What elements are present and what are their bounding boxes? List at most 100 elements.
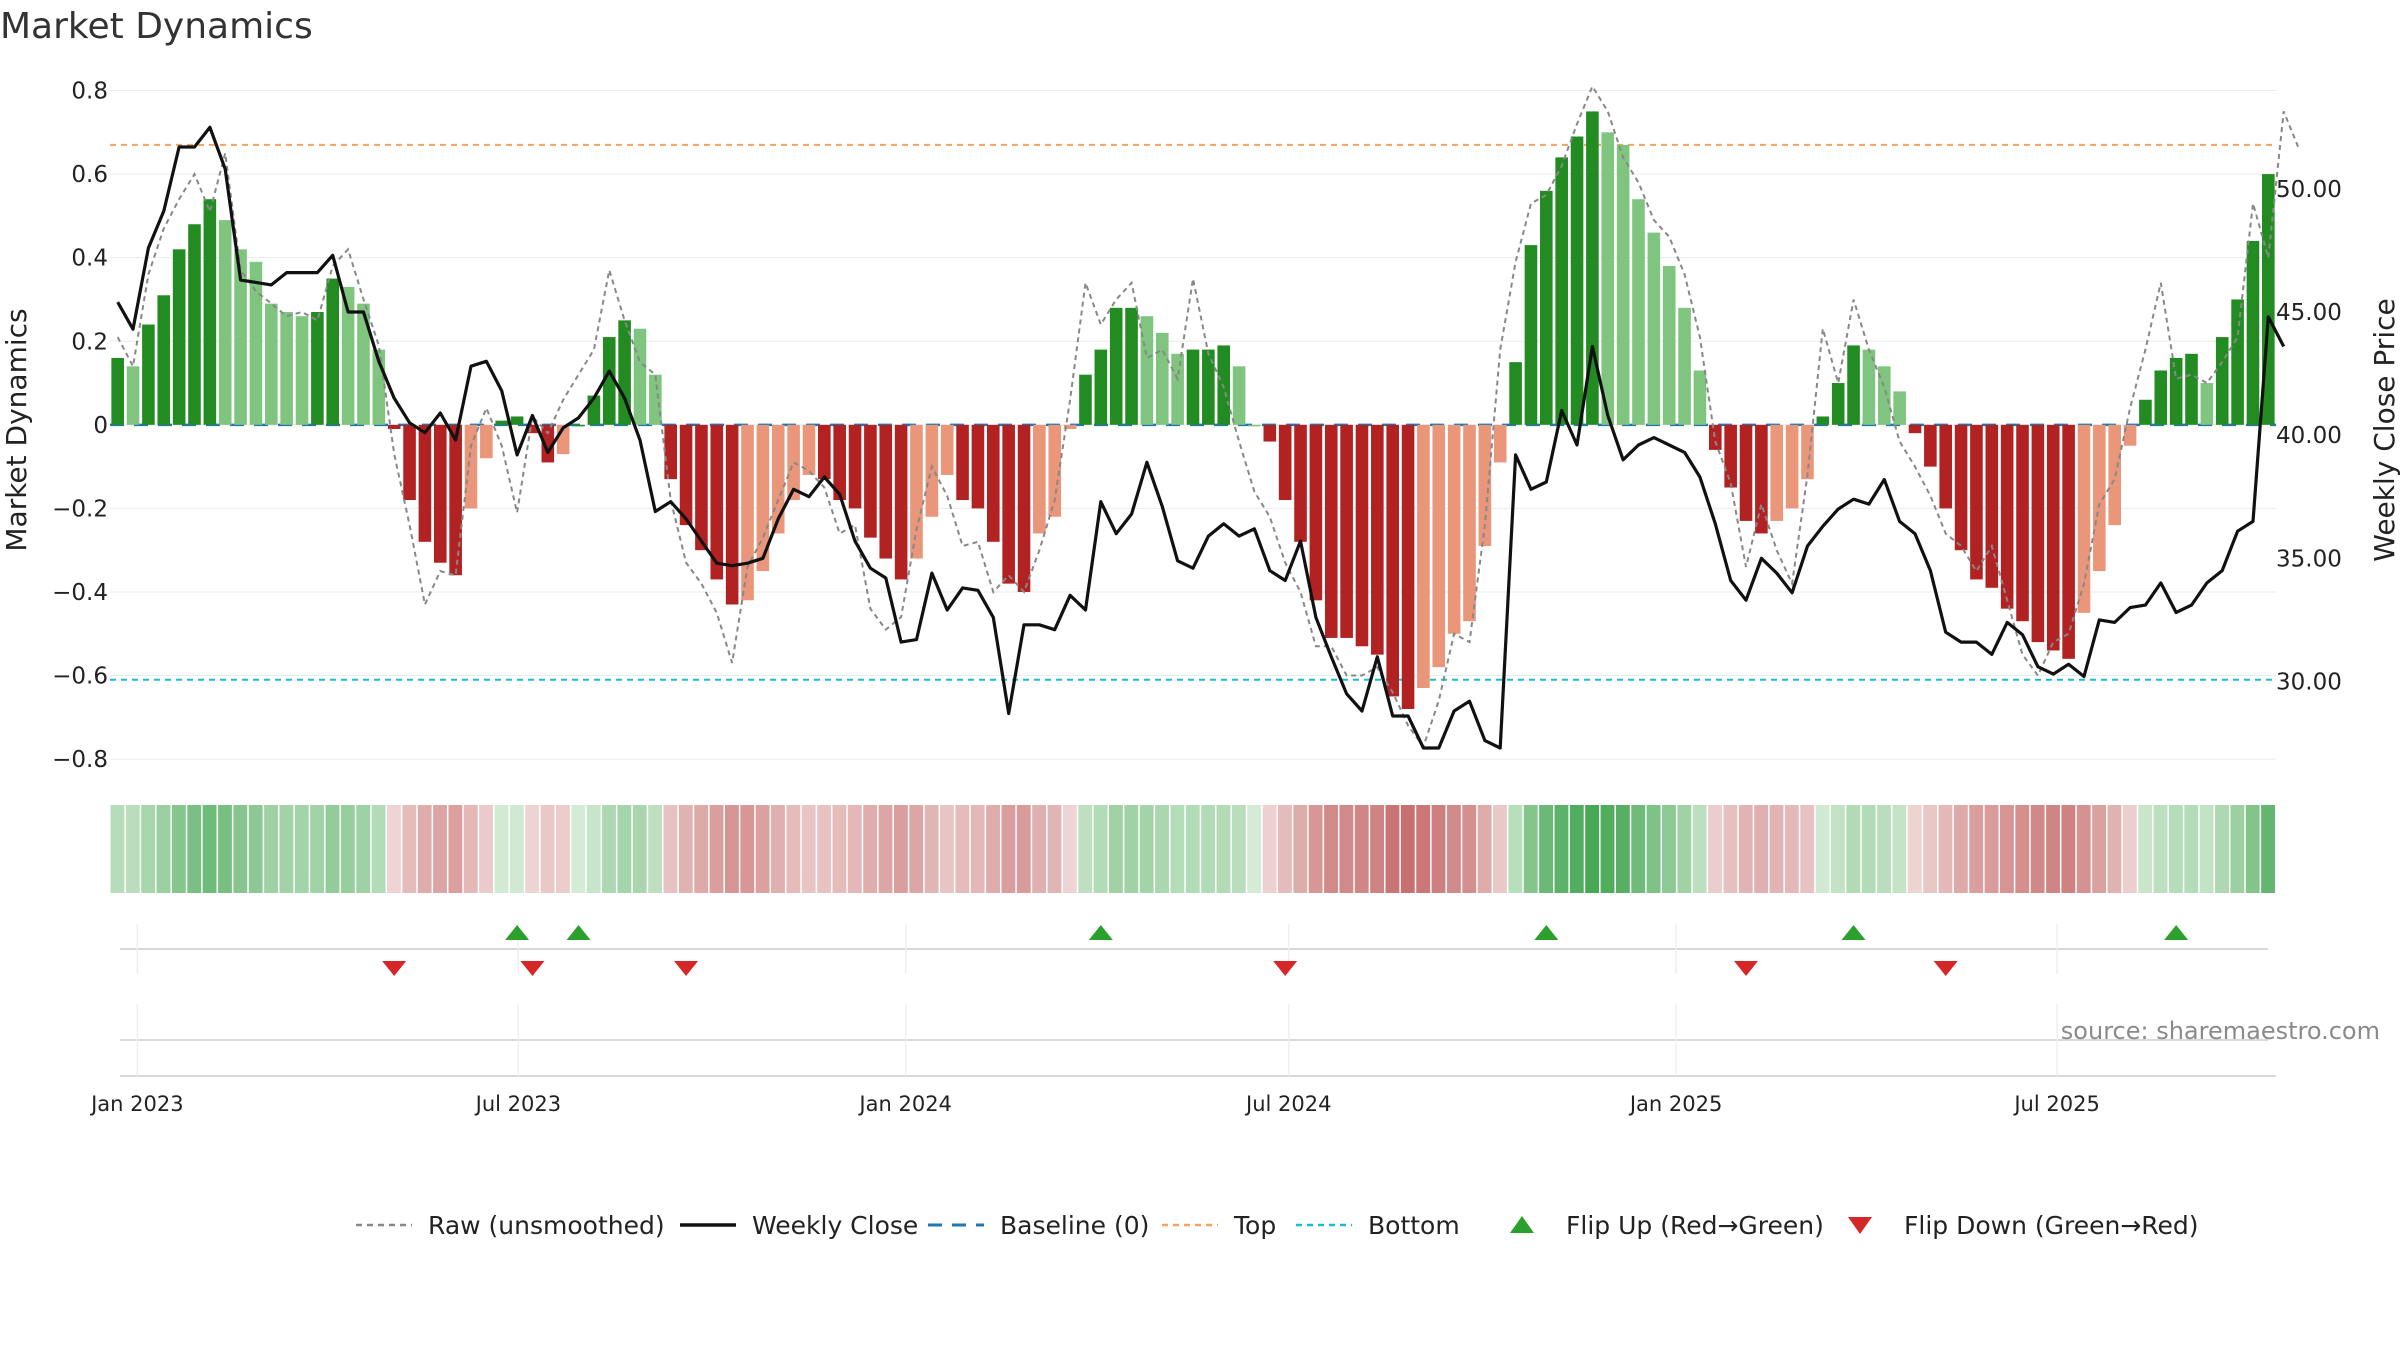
dynamics-bars (111, 111, 2275, 709)
strip-cell (2153, 805, 2168, 893)
dynamics-bar (1171, 353, 1184, 425)
strip-cell (924, 805, 939, 893)
dynamics-bar (1970, 424, 1983, 580)
dynamics-bar (1678, 307, 1691, 425)
y-tick-label: −0.4 (52, 580, 108, 606)
legend-label: Top (1233, 1211, 1276, 1240)
strip-cell (279, 805, 294, 893)
dynamics-bar (142, 324, 155, 425)
x-tick-label: Jan 2023 (89, 1092, 184, 1116)
dynamics-bar (326, 278, 340, 425)
y2-tick-label: 45.00 (2276, 300, 2342, 326)
dynamics-bar (2169, 357, 2183, 425)
strip-cell (141, 805, 156, 893)
y-tick-label: −0.2 (52, 496, 108, 522)
strip-cell (125, 805, 140, 893)
strip-cell (1109, 805, 1123, 893)
dynamics-bar (1616, 144, 1630, 425)
dynamics-bar (1478, 424, 1492, 546)
dynamics-bar (1755, 424, 1768, 534)
dynamics-bar (910, 424, 923, 559)
y2-tick-label: 40.00 (2276, 423, 2342, 449)
legend: Raw (unsmoothed) Weekly Close Baseline (0)… (356, 1211, 2199, 1240)
strip-cell (863, 805, 878, 893)
y-axis-label: Market Dynamics (0, 308, 33, 551)
strip-cell (1953, 805, 1968, 893)
strip-cell (1769, 805, 1784, 893)
strip-cell (1477, 805, 1492, 893)
dynamics-bar (2215, 337, 2229, 425)
dynamics-bar (1355, 424, 1369, 647)
strip-cell (1877, 805, 1891, 893)
dynamics-bar (1155, 332, 1169, 425)
raw-line (116, 84, 2300, 749)
dynamics-bar (864, 424, 877, 538)
strip-cell (417, 805, 432, 893)
dynamics-bar (1109, 307, 1123, 425)
strip-cell (1677, 805, 1692, 893)
strip-cell (786, 805, 801, 893)
source-text: source: sharemaestro.com (2061, 1017, 2380, 1045)
dynamics-bar (956, 424, 969, 501)
strip-cell (371, 805, 386, 893)
dynamics-bar (1816, 416, 1830, 425)
strip-cell (2230, 805, 2245, 893)
strip-cell (1938, 805, 1953, 893)
strip-cell (509, 805, 524, 893)
dynamics-bar (1263, 424, 1277, 442)
strip-cell (2245, 805, 2260, 893)
dynamics-bar (1048, 424, 1062, 517)
dynamics-bar (526, 424, 539, 434)
flip-up-marker (1534, 925, 1559, 940)
dynamics-bar (664, 424, 678, 480)
dynamics-bar (1232, 366, 1246, 425)
dynamics-bar (1432, 424, 1446, 668)
dynamics-bar (756, 424, 770, 572)
dynamics-bar (833, 424, 846, 501)
strip-cell (755, 805, 770, 893)
strip-cell (1078, 805, 1093, 893)
strip-cell (832, 805, 847, 893)
x-tick-label: Jul 2023 (474, 1092, 561, 1116)
dynamics-bar (1186, 349, 1200, 425)
dynamics-bar (2139, 399, 2152, 425)
strip-cell (2015, 805, 2030, 893)
dynamics-bar (649, 374, 662, 425)
strip-cell (264, 805, 278, 893)
strip-cell (1831, 805, 1845, 893)
strip-cell (1462, 805, 1477, 893)
dynamics-bar (940, 424, 954, 475)
strip-cell (771, 805, 785, 893)
dynamics-bar (510, 416, 524, 425)
strip-cell (817, 805, 831, 893)
strip-cell (1969, 805, 1984, 893)
legend-label: Flip Down (Green→Red) (1904, 1211, 2199, 1240)
strip-cell (847, 805, 862, 893)
dynamics-bar (818, 424, 831, 480)
dynamics-bar (1893, 391, 1906, 425)
dynamics-bar (264, 303, 278, 425)
dynamics-bar (1708, 424, 1722, 450)
strip-cell (801, 805, 816, 893)
dynamics-bar (572, 424, 585, 427)
y2-axis-ticks: 50.00 45.00 40.00 35.00 30.00 (2276, 177, 2342, 696)
strip-cell (878, 805, 893, 893)
dynamics-bar (741, 424, 754, 601)
strip-cell (1201, 805, 1216, 893)
strip-cell (218, 805, 232, 893)
strip-cell (1907, 805, 1922, 893)
dynamics-bar (188, 224, 201, 425)
strip-cell (1385, 805, 1400, 893)
dynamics-bar (234, 249, 247, 425)
strip-cell (2215, 805, 2229, 893)
flip-down-marker (674, 961, 699, 976)
strip-cell (1170, 805, 1185, 893)
strip-cell (448, 805, 463, 893)
strip-cell (940, 805, 954, 893)
dynamics-bar (1785, 424, 1799, 509)
strip-cell (387, 805, 401, 893)
dynamics-bar (1540, 190, 1553, 425)
dynamics-bar (2046, 424, 2060, 651)
strip-cell (1646, 805, 1661, 893)
